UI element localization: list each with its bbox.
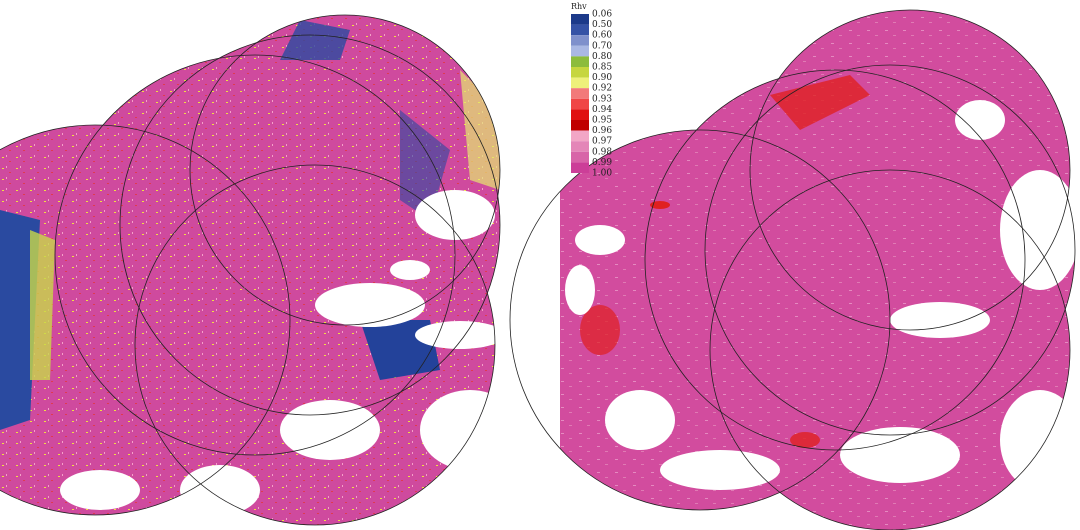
legend-swatch [571,35,589,46]
legend-swatch [571,67,589,78]
legend-label: 0.06 [592,10,612,20]
legend-swatch [571,120,589,131]
legend-label: 0.90 [592,73,612,83]
legend-swatch [571,162,589,173]
legend-swatch [571,77,589,89]
legend-label: 1.00 [592,169,612,179]
legend-label: 0.97 [592,137,612,147]
legend-label: 0.99 [592,158,612,168]
legend-swatch [571,24,589,36]
left-radar-field [0,15,500,525]
legend-label: 0.70 [592,41,612,51]
legend-label: 0.60 [592,31,612,41]
legend-label: 0.80 [592,52,612,62]
right-radar-rings [509,9,1076,530]
legend-label: 0.93 [592,94,612,104]
legend-swatch [571,56,589,67]
legend-title: Rhv [571,2,587,11]
legend-swatch [571,141,589,152]
legend-label: 0.96 [592,126,612,136]
left-radar-rings [0,14,501,526]
legend-swatch [571,109,589,120]
legend-label: 0.98 [592,147,612,157]
legend: Rhv 0.060.500.600.700.800.850.900.920.93… [571,2,612,179]
legend-label: 0.92 [592,84,612,94]
legend-swatch [571,45,589,57]
legend-label: 0.94 [592,105,612,115]
legend-swatch [571,151,589,163]
legend-label: 0.50 [592,20,612,30]
legend-swatch [571,98,589,110]
right-radar-field [560,10,1075,530]
legend-swatch [571,14,589,25]
legend-label: 0.95 [592,116,612,126]
legend-swatch [571,130,589,142]
legend-swatch [571,88,589,99]
legend-label: 0.85 [592,63,612,73]
